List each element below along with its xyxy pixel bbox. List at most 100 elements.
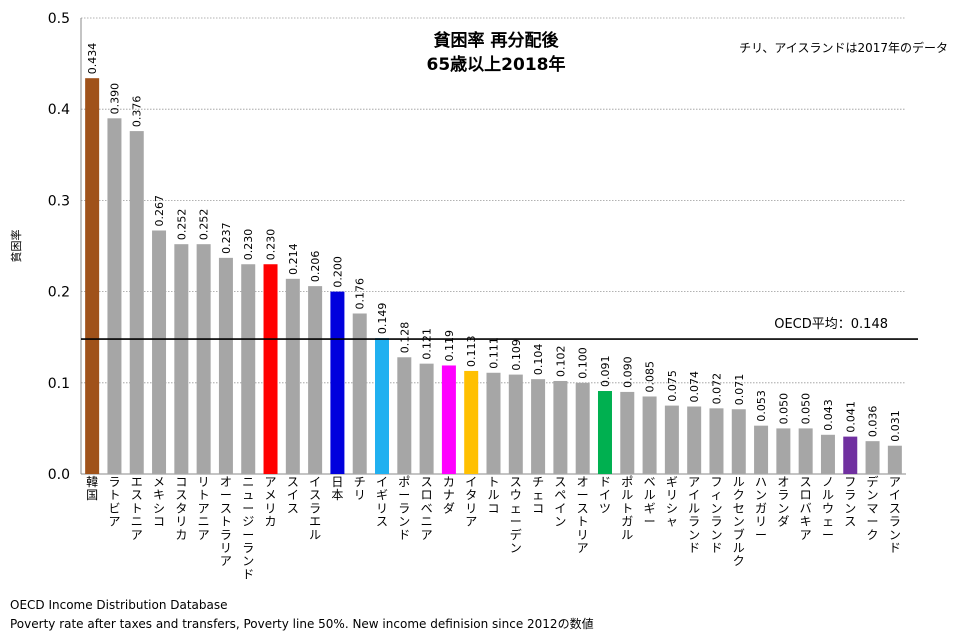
- bar: [196, 244, 211, 474]
- bar-value-label: 0.043: [822, 399, 835, 431]
- category-label: メキシコ: [153, 475, 165, 529]
- bar-value-label: 0.050: [800, 393, 813, 425]
- bar-value-label: 0.074: [688, 371, 701, 403]
- bar-value-label: 0.252: [175, 209, 188, 241]
- category-label: ポーランド: [398, 475, 410, 542]
- y-tick-label: 0.5: [48, 11, 70, 27]
- category-label: フィンランド: [710, 475, 722, 555]
- category-label: オーストラリア: [220, 475, 232, 568]
- chart-title-line2: 65歳以上2018年: [427, 54, 566, 75]
- bar: [887, 445, 902, 474]
- category-label: リトアニア: [198, 475, 210, 542]
- bar: [820, 434, 835, 474]
- chart-note: チリ、アイスランドは2017年のデータ: [739, 40, 948, 55]
- bar: [218, 257, 233, 474]
- bar: [731, 409, 746, 474]
- category-label: ルクセンブルク: [733, 475, 745, 568]
- bar-value-label: 0.091: [599, 356, 612, 388]
- category-label: アイルランド: [688, 475, 700, 555]
- data-labels: 0.434 0.390 0.376 0.267 0.252 0.252 0.237 0.230…: [86, 43, 902, 442]
- category-label: スロバキア: [800, 475, 812, 542]
- oecd-average-label: OECD平均：0.148: [774, 317, 888, 332]
- bar: [330, 291, 345, 474]
- category-label: ニュージーランド: [242, 475, 254, 581]
- category-label: ハンガリー: [755, 475, 767, 542]
- bar: [597, 391, 612, 474]
- bar: [308, 286, 323, 474]
- bar-value-label: 0.200: [331, 256, 344, 288]
- category-label: スペイン: [554, 475, 566, 529]
- bar-value-label: 0.041: [844, 401, 857, 433]
- reference-line-group: OECD平均：0.148: [81, 317, 918, 340]
- bar: [441, 365, 456, 474]
- bar-value-label: 0.053: [755, 390, 768, 422]
- category-label: ポルトガル: [621, 475, 633, 542]
- bar-value-label: 0.119: [443, 330, 456, 362]
- source-line-2: Poverty rate after taxes and transfers, …: [10, 617, 594, 631]
- bar: [352, 313, 367, 474]
- bar: [709, 408, 724, 474]
- bar-value-label: 0.376: [131, 96, 144, 128]
- bar-value-label: 0.214: [287, 243, 300, 275]
- bar: [375, 338, 390, 474]
- y-axis-ticks: 0.0 0.1 0.2 0.3 0.4 0.5: [48, 11, 70, 483]
- category-label: エストニア: [131, 475, 143, 542]
- category-label: ドイツ: [599, 475, 611, 515]
- bar-value-label: 0.100: [577, 347, 590, 379]
- bar-value-label: 0.230: [265, 229, 278, 261]
- category-label: オーストリア: [577, 475, 589, 555]
- category-label: チェコ: [532, 475, 544, 515]
- bar: [397, 357, 412, 474]
- bar-value-label: 0.237: [220, 222, 233, 254]
- bar-value-label: 0.206: [309, 251, 322, 283]
- bar-value-label: 0.104: [532, 344, 545, 376]
- source-line-1: OECD Income Distribution Database: [10, 598, 228, 612]
- category-label: チリ: [354, 475, 366, 502]
- bar: [508, 374, 523, 474]
- bar: [241, 264, 256, 474]
- category-label: ラトビア: [108, 475, 120, 529]
- category-label: 韓国: [86, 475, 98, 502]
- y-tick-label: 0.0: [48, 467, 70, 483]
- category-label: ギリシャ: [666, 475, 678, 529]
- bar: [419, 363, 434, 474]
- y-tick-label: 0.2: [48, 285, 70, 301]
- bar: [263, 264, 278, 474]
- bar-value-label: 0.071: [733, 374, 746, 406]
- category-label: スイス: [287, 475, 299, 515]
- bar: [798, 428, 813, 474]
- y-axis-label: 貧困率: [9, 230, 23, 263]
- bar: [129, 131, 144, 474]
- y-tick-label: 0.4: [48, 102, 70, 118]
- bar: [754, 425, 769, 474]
- bar: [843, 436, 858, 474]
- bar-value-label: 0.085: [644, 361, 657, 393]
- bar-value-label: 0.121: [421, 328, 434, 360]
- category-label: スロベニア: [421, 475, 433, 542]
- bar: [152, 230, 167, 474]
- category-label: スウェーデン: [510, 475, 522, 555]
- category-label: アイスランド: [889, 475, 901, 555]
- bar-value-label: 0.090: [621, 356, 634, 388]
- bar: [285, 278, 300, 474]
- bar: [642, 396, 657, 474]
- bar: [531, 379, 546, 474]
- category-label: カナダ: [443, 475, 455, 515]
- bar-value-label: 0.252: [198, 209, 211, 241]
- bar-value-label: 0.050: [777, 393, 790, 425]
- bar-value-label: 0.109: [510, 339, 523, 371]
- category-label: イギリス: [376, 475, 388, 529]
- bar: [553, 380, 568, 474]
- category-label: イタリア: [465, 475, 477, 529]
- bar-value-label: 0.113: [465, 335, 478, 367]
- category-label: トルコ: [487, 475, 499, 515]
- category-label: イスラエル: [309, 475, 321, 542]
- bar-value-label: 0.149: [376, 303, 389, 335]
- bar-value-label: 0.111: [488, 337, 501, 369]
- category-label: フランス: [844, 475, 856, 529]
- category-label: コスタリカ: [175, 475, 187, 542]
- bar-value-label: 0.176: [354, 278, 367, 310]
- category-label: 日本: [331, 475, 343, 502]
- bar-value-label: 0.036: [867, 406, 880, 438]
